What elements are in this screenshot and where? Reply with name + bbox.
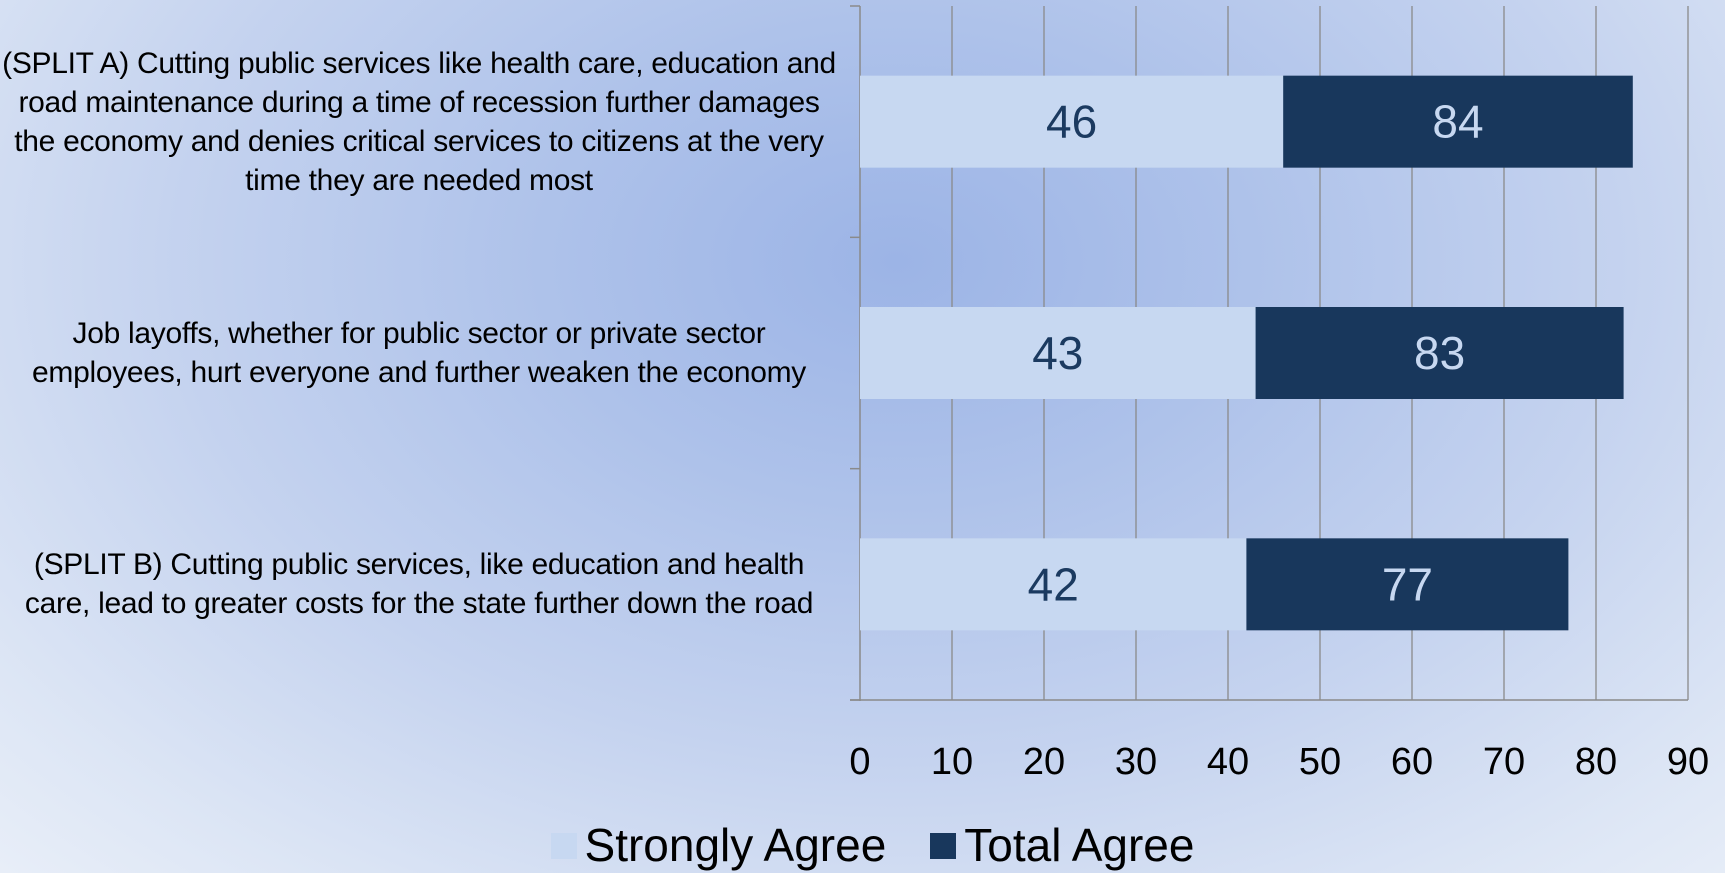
x-tick-label-40: 40 <box>1207 741 1249 783</box>
category-label-2: (SPLIT B) Cutting public services, like … <box>24 548 814 621</box>
legend: Strongly Agree Total Agree <box>0 818 1725 873</box>
bar-total-agree-1 <box>1255 307 1624 399</box>
data-label-total-agree-2: 77 <box>1382 558 1433 610</box>
x-tick-label-0: 0 <box>849 741 870 783</box>
x-tick-label-80: 80 <box>1575 741 1617 783</box>
legend-swatch-strongly-agree <box>550 832 577 859</box>
legend-swatch-total-agree <box>930 832 957 859</box>
bar-strongly-agree-0 <box>860 75 1284 168</box>
legend-item-total-agree: Total Agree <box>930 818 1194 873</box>
legend-label-strongly-agree: Strongly Agree <box>584 819 887 871</box>
bar-strongly-agree-2 <box>860 538 1247 631</box>
data-label-strongly-agree-1: 43 <box>1032 327 1083 379</box>
data-label-strongly-agree-0: 46 <box>1046 96 1097 148</box>
x-tick-label-90: 90 <box>1667 741 1709 783</box>
legend-item-strongly-agree: Strongly Agree <box>550 818 887 873</box>
category-label-0: (SPLIT A) Cutting public services like h… <box>2 46 836 197</box>
legend-label-total-agree: Total Agree <box>964 819 1195 871</box>
x-tick-label-60: 60 <box>1391 741 1433 783</box>
bar-total-agree-0 <box>1283 75 1633 168</box>
bar-strongly-agree-1 <box>860 307 1256 399</box>
category-label-1: Job layoffs, whether for public sector o… <box>32 317 806 389</box>
x-tick-label-10: 10 <box>931 741 973 783</box>
data-label-strongly-agree-2: 42 <box>1028 558 1079 610</box>
x-tick-label-30: 30 <box>1115 741 1157 783</box>
data-label-total-agree-0: 84 <box>1432 96 1483 148</box>
x-tick-label-70: 70 <box>1483 741 1525 783</box>
bar-total-agree-2 <box>1246 538 1569 631</box>
x-tick-label-20: 20 <box>1023 741 1065 783</box>
data-label-total-agree-1: 83 <box>1414 327 1465 379</box>
plot-area: 0 10 20 30 40 50 60 70 80 90 46 84 43 83 42 77 <box>849 5 1709 783</box>
x-tick-label-50: 50 <box>1299 741 1341 783</box>
